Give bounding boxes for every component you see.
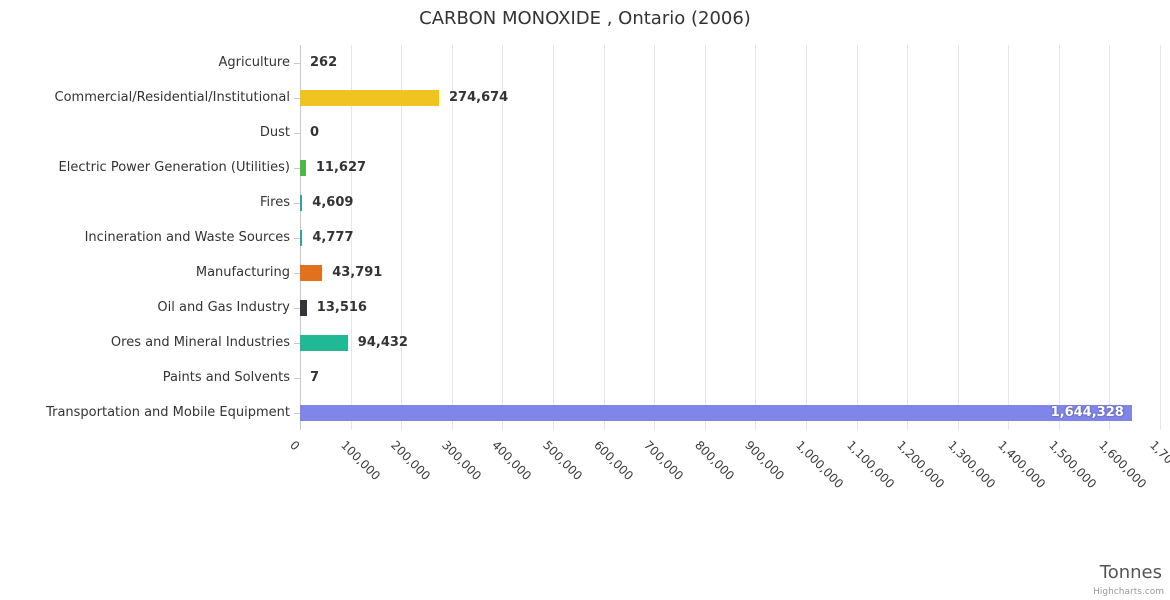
bar[interactable] xyxy=(300,335,348,351)
category-label: Incineration and Waste Sources xyxy=(84,230,290,245)
chart-title: CARBON MONOXIDE , Ontario (2006) xyxy=(419,8,751,29)
x-axis-tick-label: 800,000 xyxy=(691,438,737,483)
category-tick xyxy=(294,168,300,169)
category-label: Ores and Mineral Industries xyxy=(110,335,290,350)
category-label: Manufacturing xyxy=(195,265,290,280)
category-tick xyxy=(294,238,300,239)
bar[interactable] xyxy=(300,300,307,316)
category-label: Paints and Solvents xyxy=(162,370,290,385)
category-tick xyxy=(294,203,300,204)
category-tick xyxy=(294,63,300,64)
bar[interactable] xyxy=(300,230,303,246)
gridline xyxy=(552,45,554,430)
x-axis-tick-label: 500,000 xyxy=(539,438,585,483)
x-axis-title: Tonnes xyxy=(1099,562,1162,583)
category-label: Fires xyxy=(260,195,290,210)
bar[interactable] xyxy=(300,90,439,106)
x-axis-tick-label: 600,000 xyxy=(590,438,636,483)
bar-value-label: 94,432 xyxy=(357,335,408,350)
bar-value-label: 43,791 xyxy=(332,265,383,280)
gridline xyxy=(1058,45,1060,430)
bar-value-label: 274,674 xyxy=(449,90,509,105)
bar[interactable] xyxy=(300,195,303,211)
x-axis-tick-label: 1,200,000 xyxy=(894,438,948,492)
gridline xyxy=(957,45,959,430)
category-label: Oil and Gas Industry xyxy=(157,300,290,315)
category-label: Commercial/Residential/Institutional xyxy=(54,90,291,105)
bar-value-label: 1,644,328 xyxy=(1050,405,1124,420)
bar[interactable] xyxy=(300,160,306,176)
gridline xyxy=(1160,45,1161,430)
x-axis-tick-label: 100,000 xyxy=(337,438,383,483)
x-axis-tick-label: 1,600,000 xyxy=(1096,438,1150,492)
bar-value-label: 4,609 xyxy=(312,195,354,210)
bar-value-label: 7 xyxy=(310,370,320,385)
x-axis-tick-label: 900,000 xyxy=(742,438,788,483)
gridline xyxy=(805,45,807,430)
category-tick xyxy=(294,98,300,99)
gridline xyxy=(907,45,909,430)
category-tick xyxy=(294,133,300,134)
category-label: Dust xyxy=(259,125,290,140)
category-tick xyxy=(294,273,300,274)
gridline xyxy=(451,45,453,430)
gridline xyxy=(1109,45,1111,430)
category-tick xyxy=(294,378,300,379)
gridline xyxy=(603,45,605,430)
bar-value-label: 4,777 xyxy=(312,230,354,245)
x-axis-tick-label: 0 xyxy=(287,438,303,454)
bar-value-label: 262 xyxy=(310,55,338,70)
x-axis-tick-label: 1,300,000 xyxy=(944,438,998,492)
gridline xyxy=(856,45,858,430)
x-axis-tick-label: 1,100,000 xyxy=(843,438,897,492)
x-axis-tick-label: 1,500,000 xyxy=(1045,438,1099,492)
gridline xyxy=(350,45,352,430)
highcharts-credits-link[interactable]: Highcharts.com xyxy=(1093,587,1164,597)
bar[interactable] xyxy=(300,265,323,281)
bar-value-label: 0 xyxy=(310,125,320,140)
x-axis-tick-label: 300,000 xyxy=(438,438,484,483)
bar[interactable] xyxy=(300,405,1132,421)
x-axis-tick-label: 1,400,000 xyxy=(995,438,1049,492)
gridline xyxy=(755,45,757,430)
gridline xyxy=(654,45,656,430)
gridline xyxy=(704,45,706,430)
x-axis-tick-label: 400,000 xyxy=(489,438,535,483)
category-label: Electric Power Generation (Utilities) xyxy=(58,160,290,175)
bar-value-label: 13,516 xyxy=(316,300,367,315)
category-label: Transportation and Mobile Equipment xyxy=(46,405,290,420)
gridline xyxy=(1008,45,1010,430)
gridline xyxy=(401,45,403,430)
x-axis-tick-label: 1,700,000 xyxy=(1147,438,1170,492)
x-axis-tick-label: 200,000 xyxy=(388,438,434,483)
gridline xyxy=(502,45,504,430)
category-tick xyxy=(294,308,300,309)
category-tick xyxy=(294,413,300,414)
category-tick xyxy=(294,343,300,344)
bar-value-label: 11,627 xyxy=(315,160,367,175)
x-axis-tick-label: 1,000,000 xyxy=(792,438,847,492)
category-label: Agriculture xyxy=(218,55,291,70)
x-axis-tick-label: 700,000 xyxy=(641,438,687,483)
